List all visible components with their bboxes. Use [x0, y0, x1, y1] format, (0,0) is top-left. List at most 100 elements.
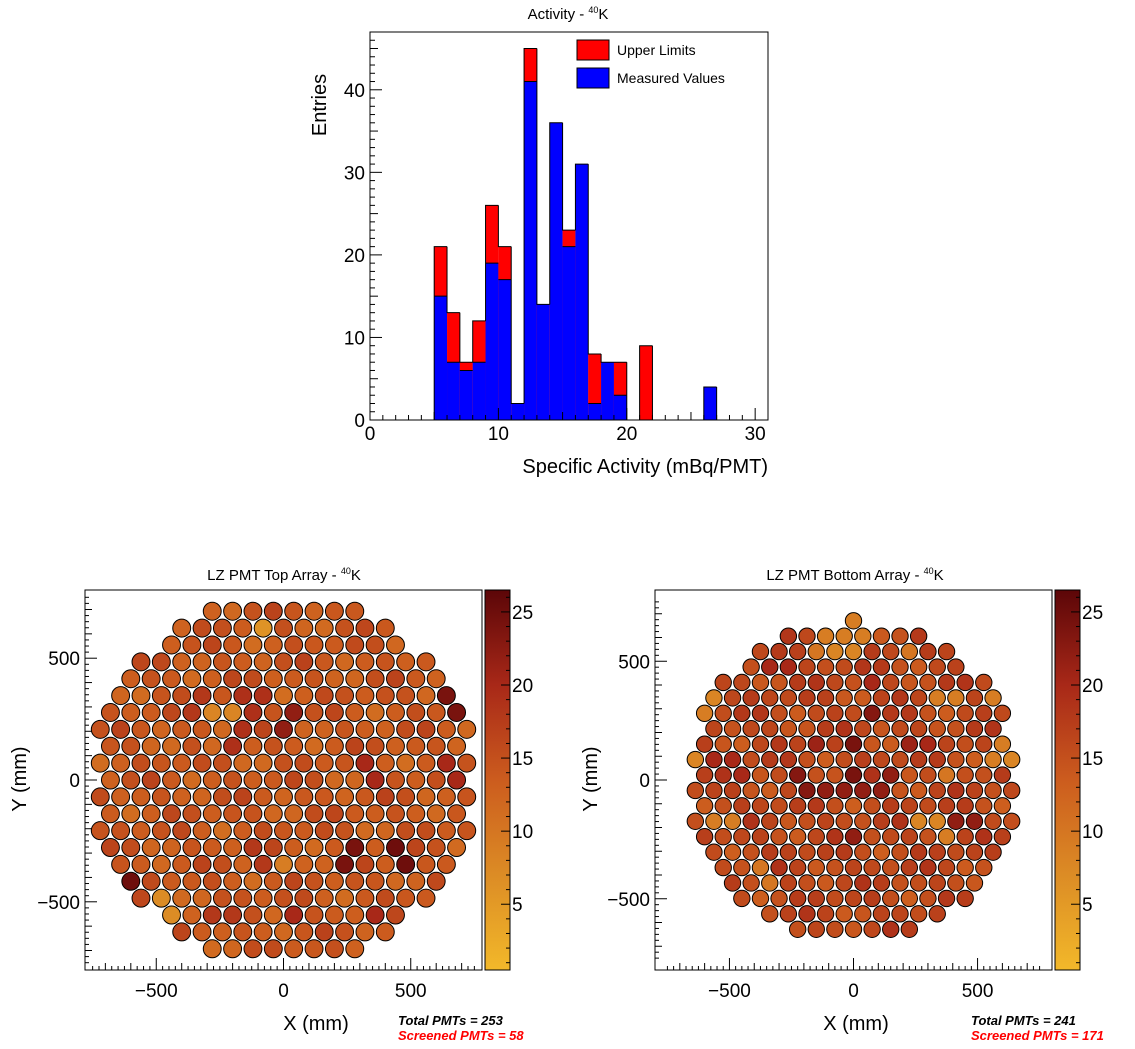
pmt-circle: [396, 686, 416, 706]
pmt-circle: [909, 781, 928, 800]
pmt-circle: [835, 781, 853, 800]
pmt-circle: [742, 812, 760, 830]
y-tick-label: 0: [354, 411, 365, 432]
pmt-circle: [854, 905, 872, 923]
pmt-circle: [263, 635, 283, 655]
pmt-circle: [416, 787, 436, 807]
legend-swatch-upper-limits: [576, 39, 610, 61]
pmt-circle: [714, 828, 732, 846]
pmt-circle: [872, 689, 891, 707]
pmt-circle: [854, 781, 872, 800]
pmt-circle: [141, 871, 161, 891]
pmt-circle: [807, 797, 825, 815]
top-screened-pmts-label: Screened PMTs = 58: [398, 1028, 524, 1043]
bar-measured-values-12: [588, 403, 602, 420]
pmt-circle: [714, 797, 732, 815]
pmt-circle: [965, 781, 984, 800]
pmt-circle: [345, 939, 365, 959]
pmt-circle: [937, 797, 956, 815]
pmt-circle: [365, 669, 385, 689]
pmt-circle: [807, 858, 825, 877]
pmt-circle: [447, 804, 467, 824]
pmt-circle: [335, 787, 355, 807]
pmt-circle: [947, 781, 965, 800]
pmt-circle: [202, 770, 222, 790]
pmt-circle: [751, 704, 770, 722]
pmt-circle: [243, 736, 263, 756]
pmt-circle: [779, 843, 798, 861]
x-tick-label: 0: [848, 981, 859, 1002]
pmt-circle: [365, 804, 385, 824]
pmt-circle: [375, 821, 395, 841]
pmt-circle: [891, 905, 909, 923]
pmt-circle: [909, 658, 928, 676]
pmt-circle: [100, 703, 120, 722]
pmt-circle: [396, 888, 416, 908]
bar-measured-values-9: [549, 122, 563, 421]
pmt-circle: [742, 781, 760, 800]
histogram-legend: Upper Limits Measured Values: [576, 39, 725, 89]
pmt-circle: [695, 735, 714, 753]
pmt-circle: [723, 750, 742, 769]
pmt-circle: [844, 766, 863, 784]
x-tick-label: −500: [708, 981, 751, 1002]
pmt-circle: [151, 821, 171, 841]
pmt-circle: [872, 658, 891, 676]
pmt-circle: [386, 838, 405, 857]
pmt-circle: [192, 686, 212, 706]
bottom-total-pmts-label: Total PMTs = 241: [971, 1013, 1076, 1028]
pmt-circle: [223, 601, 243, 621]
pmt-circle: [223, 939, 243, 959]
pmt-circle: [162, 703, 181, 722]
pmt-circle: [826, 704, 844, 722]
pmt-circle: [192, 753, 212, 773]
pmt-circle: [304, 601, 324, 621]
pmt-circle: [202, 804, 222, 824]
pmt-circle: [937, 735, 956, 753]
pmt-circle: [751, 673, 770, 692]
pmt-circle: [919, 828, 937, 846]
pmt-circle: [854, 720, 872, 738]
pmt-circle: [882, 920, 900, 938]
pmt-circle: [891, 720, 909, 738]
pmt-circle: [965, 843, 984, 861]
bottom-colorbar-gradient: [1054, 589, 1081, 971]
pmt-circle: [151, 753, 171, 773]
pmt-circle: [447, 838, 467, 857]
pmt-circle: [243, 804, 263, 824]
pmt-circle: [761, 905, 779, 923]
pmt-circle: [304, 939, 324, 959]
pmt-circle: [686, 812, 705, 830]
pmt-circle: [882, 889, 900, 908]
x-tick-label: 20: [616, 424, 637, 445]
pmt-circle: [816, 812, 835, 830]
pmt-circle: [695, 797, 714, 815]
pmt-circle: [742, 658, 760, 676]
pmt-circle: [733, 797, 751, 815]
pmt-circle: [202, 635, 222, 655]
pmt-circle: [919, 673, 937, 692]
pmt-circle: [937, 828, 956, 846]
top-array-panel: LZ PMT Top Array - 40K −500 0 500−5000500 …: [9, 566, 533, 1043]
pmt-circle: [131, 888, 151, 908]
pmt-circle: [284, 838, 304, 857]
pmt-circle: [742, 874, 760, 892]
pmt-circle: [742, 843, 760, 861]
bottom-array-y-axis-label: Y (mm): [580, 746, 602, 811]
pmt-circle: [761, 689, 779, 707]
colorbar-tick-label: 5: [1082, 895, 1093, 916]
pmt-circle: [396, 787, 416, 807]
pmt-circle: [835, 658, 853, 676]
pmt-circle: [733, 704, 751, 722]
pmt-circle: [835, 689, 853, 707]
pmt-circle: [182, 703, 202, 722]
pmt-circle: [314, 719, 334, 739]
pmt-circle: [882, 797, 900, 815]
pmt-circle: [807, 642, 825, 661]
pmt-circle: [162, 871, 181, 891]
bar-measured-values-4: [485, 263, 499, 420]
pmt-circle: [284, 601, 304, 621]
pmt-circle: [324, 669, 344, 689]
pmt-circle: [111, 719, 131, 739]
pmt-circle: [274, 686, 293, 706]
